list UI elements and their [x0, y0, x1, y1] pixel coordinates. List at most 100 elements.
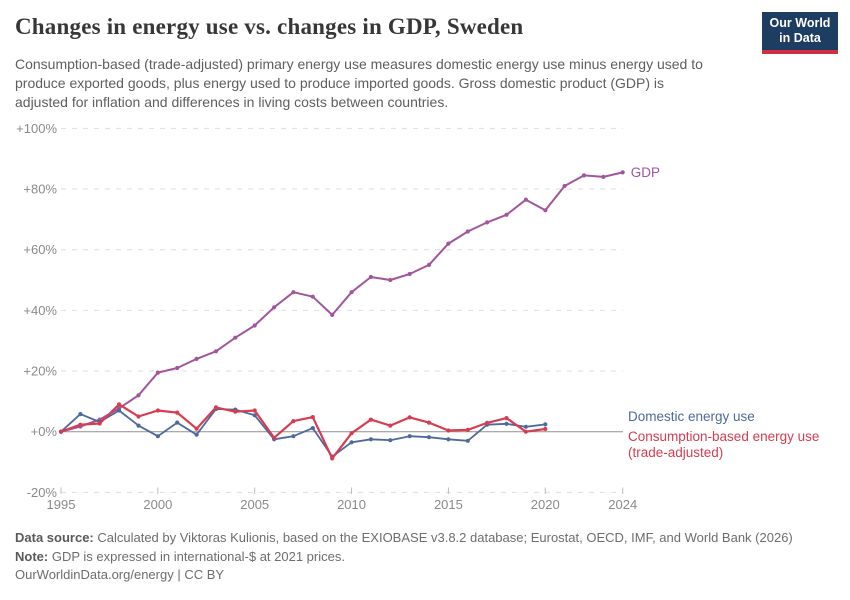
subtitle-line-1: Consumption-based (trade-adjusted) prima… — [15, 56, 703, 72]
y-tick-label: +100% — [16, 121, 57, 136]
gdp-marker — [368, 274, 373, 280]
consumption-based-energy-use-marker — [175, 410, 180, 415]
consumption-based-energy-use-marker — [291, 419, 296, 424]
domestic-energy-use-marker — [504, 421, 509, 426]
subtitle-line-3: adjusted for inflation and differences i… — [15, 94, 449, 110]
citation-line: OurWorldinData.org/energy | CC BY — [15, 566, 793, 585]
consumption-based-energy-use-marker — [213, 405, 219, 410]
consumption-based-energy-use-marker — [349, 431, 354, 436]
consumption-based-energy-use-marker — [388, 423, 393, 428]
y-tick-label: +60% — [23, 242, 57, 257]
consumption-based-energy-use-marker — [523, 429, 529, 434]
consumption-based-energy-use-marker — [97, 421, 102, 426]
consumption-based-energy-use-marker — [465, 427, 470, 432]
citation-link[interactable]: OurWorldinData.org/energy | CC BY — [15, 567, 225, 582]
domestic-energy-use-marker — [136, 423, 141, 428]
consumption-based-energy-use-marker — [155, 408, 160, 413]
consumption-based-energy-use-marker — [330, 456, 335, 461]
gdp-marker — [194, 356, 199, 361]
consumption-based-energy-use-marker — [310, 415, 315, 420]
domestic-energy-use-line — [60, 408, 547, 458]
domestic-energy-use-series: Domestic energy use — [58, 406, 755, 459]
chart-footer: Data source: Calculated by Viktoras Kuli… — [15, 529, 793, 585]
x-tick-label: 1995 — [47, 497, 76, 512]
domestic-energy-use-marker — [175, 420, 180, 425]
consumption-based-energy-use-marker — [446, 428, 451, 433]
gdp-marker — [272, 305, 277, 310]
consumption-based-energy-use-marker — [272, 435, 277, 440]
consumption-based-energy-use-series-label: Consumption-based energy use — [628, 429, 819, 444]
y-tick-label: -20% — [27, 485, 58, 500]
x-tick-label: 2020 — [531, 497, 560, 512]
consumption-based-energy-use-marker — [485, 420, 490, 425]
domestic-energy-use-marker — [117, 408, 122, 413]
y-tick-label: +80% — [23, 182, 57, 197]
consumption-based-energy-use-marker — [252, 408, 257, 413]
gdp-marker — [213, 349, 219, 354]
y-tick-label: +40% — [23, 303, 57, 318]
consumption-based-energy-use-marker — [136, 414, 141, 419]
data-source-label: Data source: — [15, 530, 94, 545]
domestic-energy-use-marker — [426, 435, 432, 440]
gdp-marker — [562, 183, 567, 189]
gdp-marker — [485, 220, 490, 225]
gdp-marker — [465, 229, 470, 234]
consumption-based-energy-use-marker — [543, 426, 548, 432]
domestic-energy-use-marker — [543, 422, 548, 427]
gdp-marker — [175, 365, 180, 371]
gdp-series-label: GDP — [631, 165, 660, 180]
note-line: Note: GDP is expressed in international-… — [15, 548, 793, 567]
gdp-marker — [136, 393, 141, 398]
gdp-series: GDP — [58, 165, 660, 434]
line-chart: +100% +80% +60% +40% +20% +0% -20%1995 2000 2005… — [16, 121, 819, 512]
gdp-marker — [330, 312, 335, 317]
consumption-based-energy-use-marker — [426, 420, 432, 425]
gdp-line — [60, 171, 624, 433]
domestic-energy-use-marker — [368, 437, 373, 442]
consumption-based-energy-use-marker — [233, 409, 238, 414]
gdp-marker — [407, 271, 412, 277]
gdp-marker — [581, 173, 587, 178]
note-label: Note: — [15, 548, 49, 564]
consumption-based-energy-use-marker — [194, 426, 199, 431]
domestic-energy-use-marker — [252, 413, 257, 418]
gdp-marker — [620, 170, 625, 175]
gdp-marker — [523, 197, 529, 202]
consumption-based-energy-use-marker — [117, 402, 122, 407]
consumption-based-energy-use-series-label: (trade-adjusted) — [628, 445, 723, 460]
x-tick-label: 2000 — [143, 497, 172, 512]
gdp-marker — [349, 290, 354, 295]
gdp-marker — [310, 294, 315, 299]
owid-logo[interactable]: Our World in Data — [762, 12, 838, 54]
gdp-marker — [543, 208, 548, 213]
gdp-marker — [252, 323, 257, 328]
consumption-based-energy-use-marker — [407, 415, 412, 420]
consumption-based-energy-use-marker — [504, 416, 509, 421]
subtitle-line-2: produce exported goods, plus energy used… — [15, 75, 665, 91]
consumption-based-energy-use-line — [59, 403, 547, 460]
domestic-energy-use-marker — [407, 434, 412, 439]
gdp-marker — [155, 370, 160, 375]
domestic-energy-use-marker — [388, 438, 393, 443]
y-gridlines — [61, 127, 623, 493]
chart-subtitle: Consumption-based (trade-adjusted) prima… — [15, 55, 703, 112]
x-tick-label: 2024 — [608, 497, 637, 512]
y-tick-label: +20% — [23, 364, 57, 379]
page-title: Changes in energy use vs. changes in GDP… — [15, 14, 524, 39]
data-source-text: Calculated by Viktoras Kulionis, based o… — [93, 530, 793, 545]
y-tick-label: +0% — [31, 424, 58, 439]
domestic-energy-use-marker — [291, 434, 296, 439]
domestic-energy-use-marker — [446, 437, 451, 442]
gdp-marker — [446, 241, 451, 246]
x-tick-label: 2005 — [240, 497, 269, 512]
consumption-based-energy-use-marker — [368, 417, 373, 422]
x-axis: 1995 2000 2005 2010 2015 2020 2024 — [47, 487, 637, 512]
domestic-energy-use-marker — [155, 434, 160, 439]
domestic-energy-use-series-label: Domestic energy use — [628, 409, 755, 424]
domestic-energy-use-marker — [465, 438, 470, 443]
consumption-based-energy-use-marker — [78, 422, 83, 427]
consumption-based-energy-use-series: Consumption-based energy use(trade-adjus… — [58, 402, 819, 461]
x-tick-label: 2010 — [337, 497, 366, 512]
domestic-energy-use-marker — [194, 432, 199, 437]
x-tick-label: 2015 — [434, 497, 463, 512]
